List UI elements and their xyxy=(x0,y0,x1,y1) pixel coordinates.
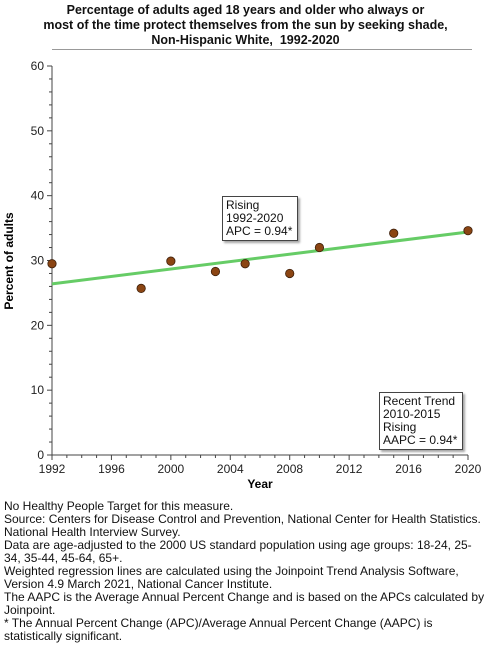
footnote: No Healthy People Target for this measur… xyxy=(4,499,234,513)
data-point xyxy=(240,259,250,269)
y-tick-label: 30 xyxy=(31,254,45,268)
footnote: Weighted regression lines are calculated… xyxy=(4,564,459,591)
footnotes: No Healthy People Target for this measur… xyxy=(4,500,488,643)
data-point xyxy=(285,268,295,279)
chart-title-line-2: most of the time protect themselves from… xyxy=(43,18,448,32)
x-tick-label: 2000 xyxy=(158,462,185,476)
trend-line xyxy=(51,230,469,286)
y-tick-label: 60 xyxy=(31,59,45,73)
trend-layer xyxy=(51,230,469,286)
x-tick-label: 1992 xyxy=(39,462,66,476)
x-tick-label: 2016 xyxy=(395,462,422,476)
y-tick-label: 20 xyxy=(31,318,45,332)
chart-title-line-3: Non-Hispanic White, 1992-2020 xyxy=(151,33,340,47)
data-point xyxy=(463,226,473,236)
axes: 0 10 20 30 40 50 60 1992 1996 2000 2004 2008 2012 201… xyxy=(31,59,482,476)
data-point xyxy=(166,256,176,266)
footnote: The AAPC is the Average Annual Percent C… xyxy=(4,590,485,617)
trend-annotation-recent: Recent Trend 2010-2015 Rising AAPC = 0.9… xyxy=(379,392,464,450)
footnote: * The Annual Percent Change (APC)/Averag… xyxy=(4,616,433,643)
x-tick-label: 1996 xyxy=(98,462,125,476)
annotation-line: 1992-2020 xyxy=(226,211,284,225)
x-tick-label: 2012 xyxy=(336,462,363,476)
data-point xyxy=(210,266,221,277)
y-tick-label: 40 xyxy=(31,189,45,203)
y-axis-label: Percent of adults xyxy=(2,212,16,310)
annotation-line: 2010-2015 xyxy=(383,407,441,421)
annotation-line: Rising xyxy=(226,198,260,212)
x-tick-label: 2008 xyxy=(276,462,303,476)
data-point xyxy=(47,259,57,269)
x-tick-label: 2004 xyxy=(217,462,244,476)
data-point xyxy=(136,283,146,293)
annotation-line: Rising xyxy=(383,420,417,434)
data-point xyxy=(314,242,325,253)
footnote: Source: Centers for Disease Control and … xyxy=(4,512,481,539)
data-points xyxy=(47,226,473,293)
data-point xyxy=(389,228,399,238)
chart-plot: 0 10 20 30 40 50 60 1992 1996 2000 2004 2008 2012 201… xyxy=(2,59,482,491)
chart-title-line-1: Percentage of adults aged 18 years and o… xyxy=(66,3,425,17)
annotation-line: AAPC = 0.94* xyxy=(383,433,458,447)
footnote: Data are age-adjusted to the 2000 US sta… xyxy=(4,538,472,565)
y-tick-label: 10 xyxy=(31,383,45,397)
y-tick-label: 50 xyxy=(31,124,45,138)
annotation-line: APC = 0.94* xyxy=(226,224,293,238)
chart-title: Percentage of adults aged 18 years and o… xyxy=(0,3,491,48)
annotation-line: Recent Trend xyxy=(383,394,456,408)
title-divider xyxy=(52,49,472,50)
y-tick-label: 0 xyxy=(37,448,44,462)
x-axis-label: Year xyxy=(247,477,273,491)
trend-annotation-overall: Rising 1992-2020 APC = 0.94* xyxy=(222,196,299,241)
x-tick-label: 2020 xyxy=(455,462,482,476)
